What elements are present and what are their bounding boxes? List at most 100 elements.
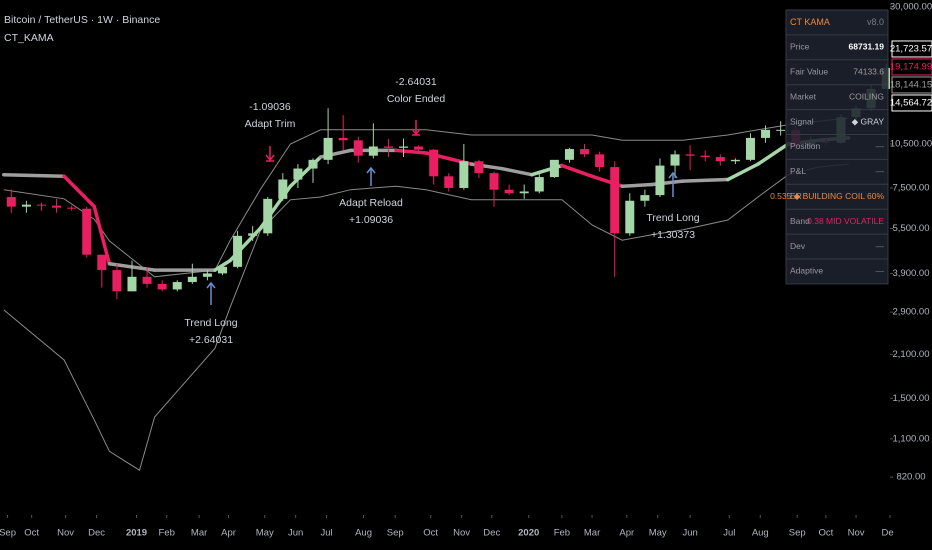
table-value: 0.38 MID VOLATILE: [807, 216, 884, 226]
candle-body: [414, 146, 424, 150]
price-label: 19,174.99: [890, 61, 932, 72]
axis-corner: [894, 515, 932, 550]
time-axis: [0, 515, 890, 550]
candle-body: [112, 270, 122, 292]
candle-body: [127, 276, 137, 292]
candle-body: [218, 266, 227, 274]
x-tick-label: Jul: [723, 528, 735, 539]
x-tick-label: Aug: [752, 528, 769, 539]
x-tick-label: Oct: [24, 528, 39, 539]
price-label-box: [891, 76, 932, 94]
table-label: P&L: [790, 166, 806, 176]
table-label: ER: [790, 191, 802, 201]
candle-body: [6, 196, 16, 207]
annotation-text: +1.30373: [651, 229, 695, 241]
table-value: 68731.19: [849, 42, 885, 52]
x-tick-label: Feb: [554, 528, 570, 539]
x-tick-label: Dec: [483, 528, 500, 539]
candle-body: [21, 204, 31, 207]
kama-segment: [499, 166, 534, 177]
candle-body: [745, 137, 755, 160]
y-tick-label: 2,900.00: [893, 307, 930, 318]
annotation-text: Trend Long: [184, 317, 237, 329]
candle-body: [52, 205, 62, 208]
kama-segment: [560, 163, 594, 179]
y-tick-label: 2,100.00: [893, 349, 930, 360]
candle-body: [353, 140, 363, 156]
x-tick-label: Dec: [882, 528, 899, 539]
table-value: —: [876, 241, 885, 251]
candle-body: [157, 283, 167, 290]
kama-segment: [680, 177, 730, 183]
candle-body: [323, 137, 333, 160]
x-tick-label: Nov: [453, 528, 470, 539]
table-value: ◆ GRAY: [852, 116, 885, 126]
annotation-arrowhead: [366, 166, 376, 174]
candle-body: [459, 161, 469, 188]
candle-body: [640, 195, 650, 201]
candle-body: [263, 198, 273, 234]
x-tick-label: Jun: [288, 528, 303, 539]
kama-segment: [394, 148, 428, 155]
candle-body: [248, 233, 258, 236]
x-tick-label: Nov: [848, 528, 865, 539]
candle-body: [97, 254, 107, 271]
table-version: v8.0: [867, 17, 884, 27]
table-label: Market: [790, 91, 817, 101]
x-tick-label: Dec: [88, 528, 105, 539]
table-value: 0.535 ◆ BUILDING COIL 60%: [770, 191, 884, 201]
candle-body: [761, 129, 771, 138]
annotation-arrowhead: [668, 171, 678, 179]
plot-area: [2, 63, 891, 471]
candle-body: [142, 276, 152, 284]
candle-body: [730, 159, 740, 162]
candle-body: [564, 149, 574, 160]
x-tick-label: Nov: [57, 528, 74, 539]
candle-body: [172, 282, 182, 290]
table-label: Signal: [790, 116, 814, 126]
info-table: [785, 9, 889, 285]
x-tick-label: 2020: [518, 528, 539, 539]
x-tick-label: Sep: [789, 528, 806, 539]
price-label-box: [891, 40, 932, 58]
kama-segment: [620, 182, 655, 188]
price-label: 21,723.57: [890, 43, 932, 54]
candle-body: [776, 129, 786, 131]
candle-body: [36, 204, 46, 206]
candle-body: [700, 155, 710, 158]
annotation-text: Adapt Reload: [339, 197, 403, 209]
band-line: [3, 117, 849, 278]
candle-body: [383, 146, 393, 148]
annotation-text: +2.64031: [189, 334, 233, 346]
candle-body: [489, 173, 499, 190]
y-tick-label: 1,500.00: [893, 393, 930, 404]
y-tick-label: 10,500.00: [890, 138, 932, 149]
candle-body: [534, 177, 544, 192]
candle-body: [685, 154, 695, 156]
table-value: —: [876, 166, 885, 176]
table-label: Price: [790, 42, 810, 52]
table-label: Dev: [790, 241, 806, 251]
candle-body: [233, 235, 243, 267]
table-label: Band: [790, 216, 810, 226]
x-tick-label: Oct: [818, 528, 833, 539]
candle-body: [278, 179, 288, 199]
kama-segment: [62, 174, 97, 209]
indicator-name: CT_KAMA: [4, 32, 54, 44]
x-tick-label: Apr: [619, 528, 634, 539]
x-tick-label: 2019: [126, 528, 147, 539]
candle-body: [474, 161, 484, 174]
annotation-arrowhead: [411, 128, 421, 136]
price-label: 18,144.15: [890, 79, 932, 90]
annotation-text: Adapt Trim: [245, 118, 296, 130]
kama-segment: [2, 172, 66, 179]
candle-body: [549, 159, 559, 178]
annotation-arrowhead: [265, 154, 275, 162]
kama-segment: [726, 162, 760, 182]
kama-segment: [92, 204, 112, 266]
candle-body: [655, 165, 665, 196]
kama-segment: [756, 142, 790, 166]
candle-body: [715, 157, 725, 162]
candle-body: [187, 276, 197, 283]
price-label-box: [891, 94, 932, 112]
